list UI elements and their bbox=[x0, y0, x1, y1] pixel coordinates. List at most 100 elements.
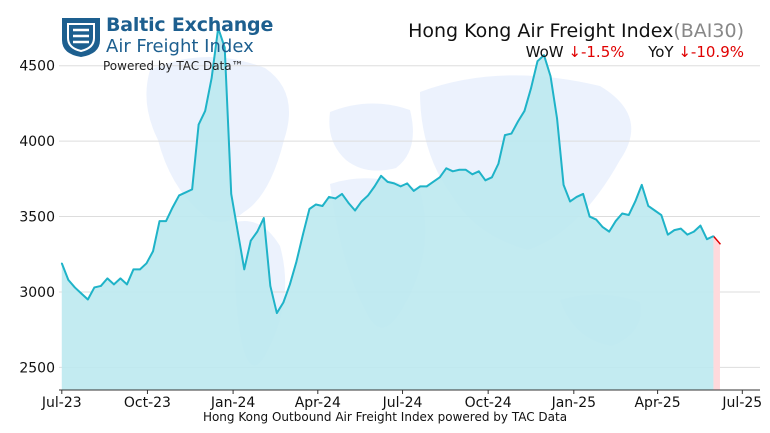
x-tick-label: Oct-24 bbox=[465, 395, 512, 411]
series-point bbox=[184, 191, 187, 194]
series-point bbox=[706, 238, 708, 240]
series-point bbox=[465, 168, 467, 171]
baltic-shield-icon bbox=[62, 18, 100, 57]
series-point bbox=[276, 312, 278, 314]
series-point bbox=[510, 132, 513, 135]
series-point bbox=[152, 250, 154, 253]
series-point bbox=[334, 197, 337, 200]
wow-value: ↓-1.5% bbox=[568, 43, 625, 61]
series-point bbox=[236, 230, 239, 233]
series-point bbox=[393, 182, 395, 185]
x-tick-label: Jul-25 bbox=[721, 395, 762, 411]
series-layer bbox=[60, 27, 721, 390]
x-tick-label: Jan-25 bbox=[551, 395, 596, 411]
logo-subtitle: Air Freight Index bbox=[106, 36, 254, 57]
series-point bbox=[243, 268, 246, 271]
series-point bbox=[230, 193, 233, 195]
series-point bbox=[373, 185, 376, 188]
wow-label: WoW bbox=[525, 43, 564, 61]
x-tick-label: Jan-24 bbox=[210, 395, 256, 411]
logo-title: Baltic Exchange bbox=[106, 14, 274, 36]
series-point bbox=[74, 286, 76, 289]
series-point bbox=[347, 202, 350, 204]
series-point bbox=[517, 120, 519, 123]
series-point bbox=[217, 27, 219, 29]
series-point bbox=[302, 233, 304, 236]
y-tick-label: 4500 bbox=[19, 59, 55, 75]
series-point bbox=[536, 60, 539, 62]
chart-title-code: (BAI30) bbox=[673, 20, 744, 42]
series-point bbox=[249, 239, 252, 242]
series-point bbox=[627, 214, 630, 216]
series-point bbox=[354, 209, 356, 212]
x-tick-label: Apr-25 bbox=[634, 395, 680, 411]
baltic-exchange-logo: Baltic Exchange Air Freight Index Powere… bbox=[60, 14, 273, 74]
series-point bbox=[556, 117, 558, 120]
series-point bbox=[438, 176, 441, 179]
series-point bbox=[328, 196, 330, 198]
series-point bbox=[87, 298, 89, 301]
series-point bbox=[569, 200, 571, 203]
series-point bbox=[425, 185, 428, 188]
series-point bbox=[497, 162, 500, 165]
series-point bbox=[543, 54, 545, 56]
series-point bbox=[640, 184, 643, 186]
series-point bbox=[191, 188, 193, 191]
series-point bbox=[575, 196, 578, 198]
x-tick-label: Oct-23 bbox=[124, 395, 171, 411]
series-point bbox=[171, 206, 174, 209]
series-point bbox=[178, 194, 180, 197]
series-point bbox=[341, 193, 343, 195]
y-tick-label: 4000 bbox=[19, 134, 55, 150]
series-point bbox=[295, 260, 298, 263]
chart-title: Hong Kong Air Freight Index(BAI30) bbox=[408, 20, 744, 42]
series-point bbox=[263, 217, 265, 219]
series-point bbox=[139, 268, 141, 271]
series-point bbox=[601, 226, 604, 228]
series-point bbox=[588, 215, 591, 218]
series-point bbox=[699, 224, 702, 227]
y-tick-label: 3500 bbox=[19, 210, 55, 226]
x-tick-label: Jul-24 bbox=[382, 395, 423, 411]
series-point bbox=[315, 203, 317, 206]
series-point bbox=[530, 87, 532, 90]
series-point bbox=[654, 209, 656, 212]
series-point bbox=[282, 301, 285, 304]
series-point bbox=[67, 279, 70, 281]
series-point bbox=[367, 194, 369, 197]
series-point bbox=[562, 184, 565, 186]
series-point bbox=[80, 292, 83, 295]
series-point bbox=[432, 181, 435, 183]
series-point bbox=[660, 214, 663, 216]
series-point bbox=[712, 235, 715, 237]
series-point bbox=[132, 268, 135, 271]
series-point bbox=[210, 76, 213, 79]
map-landmass-2 bbox=[329, 103, 413, 171]
latest-change-line bbox=[712, 235, 721, 245]
change-summary: WoW ↓-1.5% YoY ↓-10.9% bbox=[526, 43, 744, 61]
series-point bbox=[406, 182, 408, 185]
series-point bbox=[582, 193, 584, 195]
series-point bbox=[491, 176, 493, 179]
y-tick-label: 3000 bbox=[19, 285, 55, 301]
series-point bbox=[386, 181, 389, 183]
series-point bbox=[693, 230, 695, 233]
series-point bbox=[478, 170, 480, 173]
series-point bbox=[458, 168, 461, 171]
series-point bbox=[360, 200, 363, 203]
series-point bbox=[158, 220, 161, 222]
series-point bbox=[308, 208, 311, 210]
series-point bbox=[321, 205, 324, 207]
series-point bbox=[60, 262, 63, 265]
series-point bbox=[197, 123, 200, 126]
series-point bbox=[608, 230, 610, 233]
series-point bbox=[119, 277, 122, 280]
series-point bbox=[595, 218, 597, 221]
series-point bbox=[523, 110, 526, 112]
series-point bbox=[719, 242, 721, 245]
series-point bbox=[504, 134, 506, 136]
x-tick-label: Jul-23 bbox=[41, 395, 82, 411]
series-point bbox=[673, 229, 676, 231]
chart-title-text: Hong Kong Air Freight Index bbox=[408, 20, 674, 42]
